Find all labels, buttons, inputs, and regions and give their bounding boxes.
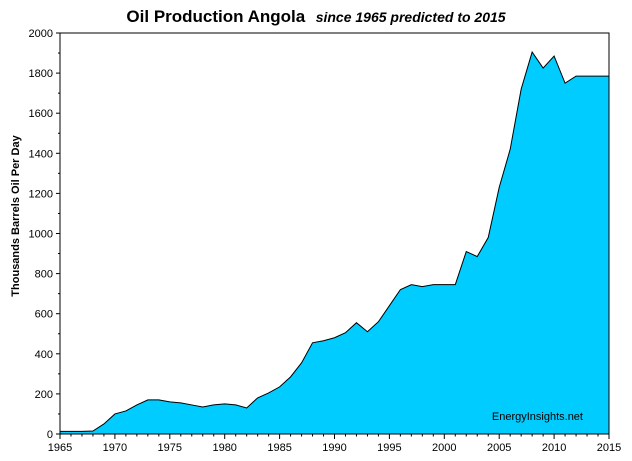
x-tick-label-1985: 1985 — [267, 442, 291, 454]
y-tick-label-1000: 1000 — [29, 229, 53, 241]
y-tick-label-200: 200 — [35, 389, 53, 401]
y-tick-label-400: 400 — [35, 349, 53, 361]
chart-title-group: Oil Production Angola since 1965 predict… — [126, 7, 505, 26]
x-tick-label-1990: 1990 — [322, 442, 346, 454]
chart-subtitle: since 1965 predicted to 2015 — [316, 9, 506, 25]
x-tick-label-1975: 1975 — [158, 442, 182, 454]
x-tick-label-1970: 1970 — [103, 442, 127, 454]
y-tick-label-1200: 1200 — [29, 188, 53, 200]
y-tick-label-1600: 1600 — [29, 108, 53, 120]
x-tick-label-2010: 2010 — [542, 442, 566, 454]
x-tick-label-1995: 1995 — [377, 442, 401, 454]
y-tick-label-1400: 1400 — [29, 148, 53, 160]
y-tick-label-0: 0 — [47, 429, 53, 441]
y-tick-label-2000: 2000 — [29, 28, 53, 40]
chart-title: Oil Production Angola — [126, 7, 305, 26]
production-area — [60, 52, 609, 435]
x-tick-label-2000: 2000 — [432, 442, 456, 454]
y-tick-label-1800: 1800 — [29, 68, 53, 80]
y-tick-label-800: 800 — [35, 269, 53, 281]
y-tick-label-600: 600 — [35, 309, 53, 321]
energyinsights-annotation: EnergyInsights.net — [492, 411, 583, 423]
x-tick-label-2015: 2015 — [597, 442, 621, 454]
plot-area: 0 200 400 600 800 1000 1200 1400 1600 1800 2000 196… — [29, 28, 622, 454]
y-axis-label: Thousands Barrels Oil Per Day — [10, 134, 22, 296]
x-tick-label-2005: 2005 — [487, 442, 511, 454]
x-tick-label-1980: 1980 — [212, 442, 236, 454]
production-line — [60, 50, 609, 432]
x-tick-label-1965: 1965 — [48, 442, 72, 454]
